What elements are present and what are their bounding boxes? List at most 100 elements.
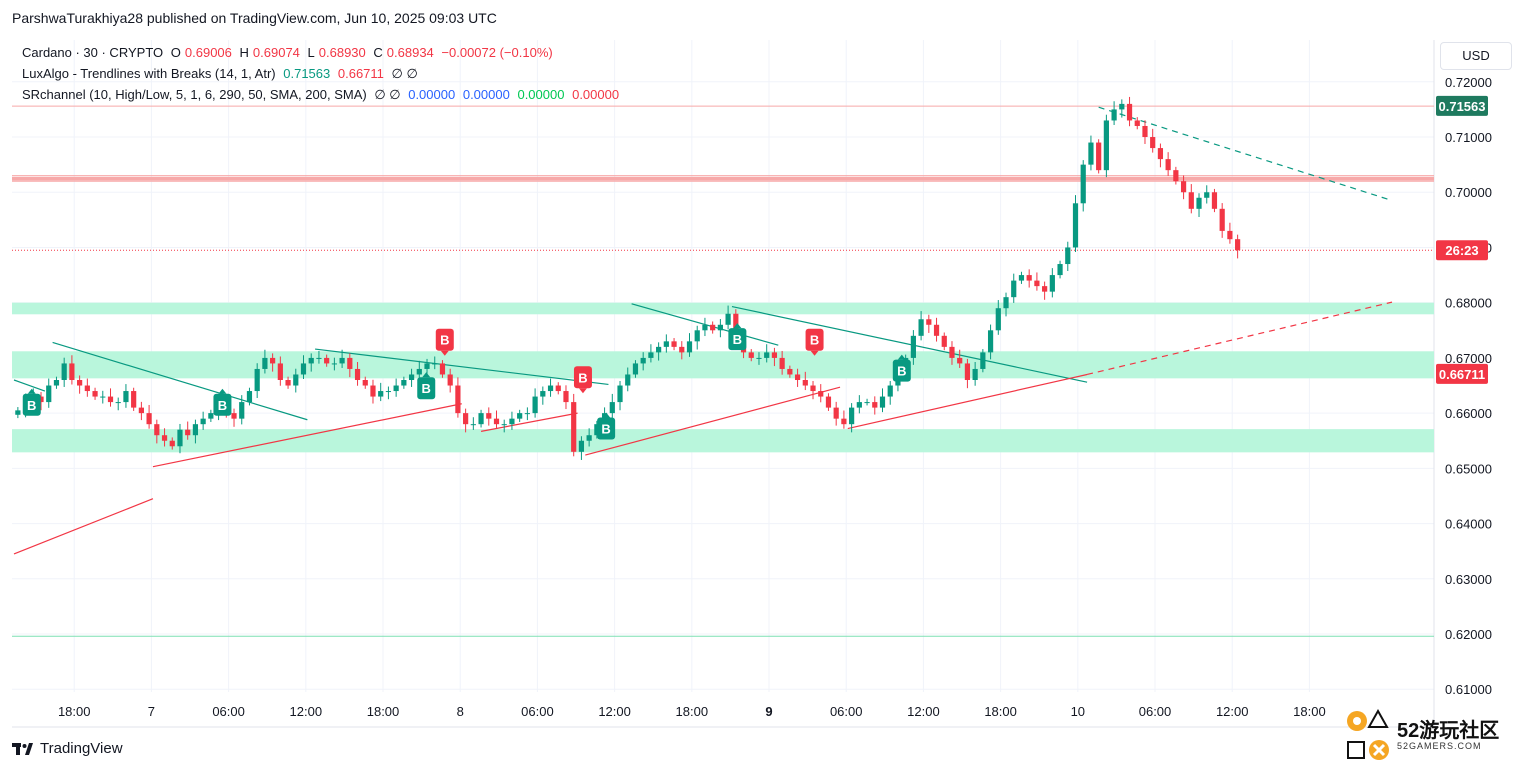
candle-body xyxy=(918,319,924,336)
candle-body xyxy=(239,402,245,419)
candle-body xyxy=(686,341,693,353)
indicator-legend-luxalgo[interactable]: LuxAlgo - Trendlines with Breaks (14, 1,… xyxy=(22,66,422,82)
candle-body xyxy=(856,402,862,408)
candle-body xyxy=(1134,120,1140,126)
low-value: 0.68930 xyxy=(318,45,366,60)
time-tick-label: 12:00 xyxy=(1216,704,1249,719)
candle-body xyxy=(1180,181,1187,193)
candle-body xyxy=(841,418,847,425)
candle-body xyxy=(941,335,947,347)
candle-body xyxy=(1188,192,1194,209)
marker-label: B xyxy=(27,398,36,413)
candle-body xyxy=(192,424,199,436)
candle-body xyxy=(794,374,801,380)
candle-body xyxy=(933,324,940,336)
watermark: 52游玩社区 52GAMERS.COM xyxy=(1345,707,1499,765)
break-markers: B B B B B B B B B xyxy=(22,323,911,440)
price-tick-label: 0.62000 xyxy=(1445,627,1492,642)
candle-body xyxy=(887,385,893,397)
candle-body xyxy=(609,402,615,414)
time-tick-label: 12:00 xyxy=(290,704,323,719)
candle-body xyxy=(849,407,855,425)
trendline xyxy=(731,305,1088,383)
close-label: C xyxy=(373,45,383,60)
candle-body xyxy=(447,374,453,386)
time-tick-label: 12:00 xyxy=(907,704,940,719)
candle-body xyxy=(1042,286,1048,292)
candle-body xyxy=(131,391,137,408)
trendline xyxy=(52,341,308,421)
candle-body xyxy=(293,374,299,386)
indicator-na-values: ∅ ∅ xyxy=(374,87,401,102)
candle-body xyxy=(879,396,886,408)
time-tick-label: 06:00 xyxy=(521,704,554,719)
lower-trendline-tag-bg xyxy=(1436,363,1488,384)
candle-body xyxy=(547,385,554,392)
candle-body xyxy=(1165,159,1171,171)
candle-body xyxy=(254,368,260,392)
candle-body xyxy=(262,357,268,369)
candle-body xyxy=(61,363,67,380)
bullish-break-marker: B xyxy=(728,323,747,351)
candle-body xyxy=(362,380,368,386)
candle-body xyxy=(200,418,206,425)
trendline xyxy=(315,348,609,386)
candle-body xyxy=(818,391,824,397)
candle-body xyxy=(470,424,476,426)
candle-body xyxy=(810,385,816,392)
candle-body xyxy=(455,385,461,414)
trendline xyxy=(152,403,462,468)
marker-badge xyxy=(22,393,41,416)
publisher-line: ParshwaTurakhiya28 published on TradingV… xyxy=(12,10,497,26)
marker-label: B xyxy=(897,364,906,379)
price-tick-label: 0.66000 xyxy=(1445,406,1492,421)
symbol-name: Cardano · 30 · CRYPTO xyxy=(22,45,164,60)
indicator-legend-srchannel[interactable]: SRchannel (10, High/Low, 5, 1, 6, 290, 5… xyxy=(22,87,623,103)
time-tick-label: 18:00 xyxy=(676,704,709,719)
candle-body xyxy=(1204,192,1210,198)
candle-body xyxy=(408,374,415,380)
candle-body xyxy=(748,352,754,358)
candle-body xyxy=(1196,197,1202,209)
candle-body xyxy=(1103,120,1109,171)
candle-body xyxy=(1219,208,1225,231)
candle-body xyxy=(378,391,384,397)
low-label: L xyxy=(307,45,315,60)
candle-body xyxy=(146,413,152,425)
candle-body xyxy=(1126,103,1133,121)
marker-arrow xyxy=(810,350,819,356)
lower-trendline-tag: 0.66711 xyxy=(1439,367,1485,382)
time-tick-label: 06:00 xyxy=(1139,704,1172,719)
candle-body xyxy=(1011,280,1017,298)
currency-button[interactable]: USD xyxy=(1440,42,1512,70)
time-tick-label: 9 xyxy=(765,704,772,719)
bullish-break-marker: B xyxy=(597,412,616,440)
marker-arrow xyxy=(897,354,906,360)
candle-body xyxy=(563,391,569,403)
bullish-break-marker: B xyxy=(213,388,232,416)
candle-body xyxy=(115,402,121,404)
marker-badge xyxy=(435,328,454,351)
candle-body xyxy=(324,357,330,364)
sr-zones xyxy=(12,105,1434,637)
candle-body xyxy=(300,363,307,375)
candle-body xyxy=(385,391,392,393)
candle-body xyxy=(910,335,916,358)
marker-arrow xyxy=(602,412,611,418)
candle-body xyxy=(1211,192,1218,209)
trendline xyxy=(13,498,154,555)
upper-trendline-tag: 0.71563 xyxy=(1439,99,1486,114)
symbol-legend[interactable]: Cardano · 30 · CRYPTO O 0.69006 H 0.69074 … xyxy=(22,45,557,60)
candle-body xyxy=(277,363,283,380)
candle-body xyxy=(138,407,144,414)
marker-label: B xyxy=(422,381,431,396)
marker-badge xyxy=(417,377,436,400)
candle-body xyxy=(980,352,986,369)
candle-body xyxy=(594,424,600,436)
tradingview-logo[interactable]: TradingView xyxy=(12,740,123,757)
candle-body xyxy=(1227,230,1233,240)
price-tick-label: 0.71000 xyxy=(1445,130,1492,145)
candle-body xyxy=(53,380,60,386)
candle-body xyxy=(1057,264,1063,276)
